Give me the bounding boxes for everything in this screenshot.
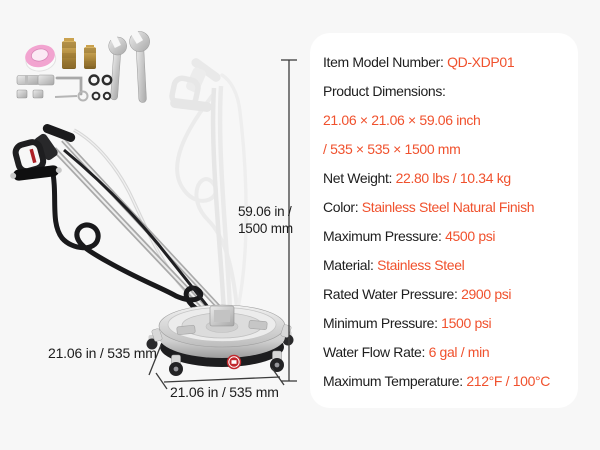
quick-connect-fitting-icon	[16, 75, 40, 85]
dimension-line-width	[148, 344, 162, 376]
brass-adapter-large-icon	[62, 38, 76, 69]
caster-wheel	[169, 354, 183, 376]
o-ring-small-icon	[91, 91, 101, 101]
accessory-kit	[16, 27, 150, 103]
quick-connect-fitting-icon	[37, 74, 55, 86]
spec-row-net-weight: Net Weight: 22.80 lbs / 10.34 kg	[323, 170, 511, 186]
ghost-upright-unit	[169, 58, 248, 313]
dimension-lines	[148, 59, 297, 390]
spec-row-max-pressure: Maximum Pressure: 4500 psi	[323, 228, 496, 244]
depth-dimension-label: 21.06 in / 535 mm	[170, 384, 279, 400]
spec-row-max-temperature: Maximum Temperature: 212°F / 100°C	[323, 373, 551, 389]
brass-adapter-small-icon	[84, 45, 96, 69]
pull-pin-icon	[54, 90, 89, 102]
surface-cleaner-disc	[146, 304, 294, 376]
screw-fitting-icon	[16, 89, 28, 99]
spec-row-rated-pressure: Rated Water Pressure: 2900 psi	[323, 286, 512, 302]
pressure-hose-thin	[63, 148, 214, 313]
spec-row-dimensions-heading: Product Dimensions:	[323, 83, 446, 99]
wrench-icon	[128, 27, 150, 103]
spec-row-color: Color: Stainless Steel Natural Finish	[323, 199, 535, 215]
ghost-hose	[175, 94, 239, 310]
ghost-trigger-gun	[169, 58, 221, 112]
gun-trigger	[29, 148, 37, 164]
thread-seal-tape-icon	[25, 44, 57, 72]
surface-cleaner-illustration	[10, 27, 297, 390]
gun-grip-bar	[10, 165, 62, 181]
wand-mount	[209, 305, 235, 327]
ghost-wand	[210, 87, 227, 313]
pressure-hose	[49, 165, 217, 321]
spec-row-min-pressure: Minimum Pressure: 1500 psi	[323, 315, 492, 331]
ghost-wand	[217, 85, 233, 311]
o-ring-small-icon	[102, 91, 112, 101]
hex-key-icon	[55, 76, 83, 96]
wrench-icon	[108, 32, 127, 101]
o-ring-icon	[101, 74, 113, 86]
dimension-line-depth	[163, 376, 281, 383]
spec-row-material: Material: Stainless Steel	[323, 257, 465, 273]
spec-row-flow-rate: Water Flow Rate: 6 gal / min	[323, 344, 490, 360]
ghost-hose	[220, 73, 248, 310]
spec-card: Item Model Number: QD-XDP01 Product Dime…	[310, 33, 578, 408]
screw-fitting-icon	[32, 89, 44, 99]
height-dimension-label: 59.06 in / 1500 mm	[238, 204, 293, 236]
trigger-gun	[10, 124, 76, 181]
spec-row-dimensions-inch: 21.06 × 21.06 × 59.06 inch	[323, 112, 481, 128]
o-ring-icon	[88, 74, 100, 86]
caster-wheel	[270, 350, 284, 372]
spec-row-dimensions-mm: / 535 × 535 × 1500 mm	[323, 141, 461, 157]
width-dimension-label: 21.06 in / 535 mm	[48, 345, 157, 361]
brand-badge	[226, 354, 242, 370]
spec-row-model: Item Model Number: QD-XDP01	[323, 54, 515, 70]
